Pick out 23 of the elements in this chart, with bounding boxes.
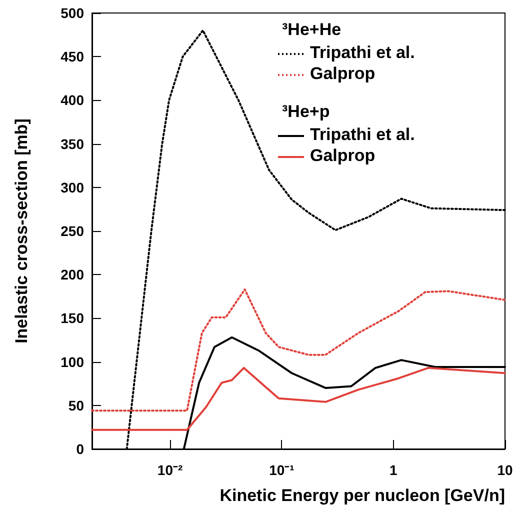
x-tick-label: 10⁻¹ (269, 462, 295, 478)
y-tick-label: 300 (60, 179, 84, 196)
x-axis-title: Kinetic Energy per nucleon [GeV/n] (220, 486, 505, 505)
y-tick-label: 400 (60, 92, 84, 108)
y-tick-label: 450 (60, 48, 84, 65)
legend-label: Tripathi et al. (310, 125, 415, 144)
y-tick-label: 50 (68, 397, 84, 414)
y-tick-label: 150 (60, 310, 84, 326)
y-tick-label: 250 (60, 223, 84, 239)
y-tick-label: 0 (76, 441, 84, 457)
y-tick-label: 500 (60, 5, 84, 21)
x-tick-label: 10 (497, 462, 513, 478)
y-tick-label: 350 (60, 136, 84, 152)
y-tick-label: 200 (60, 266, 84, 283)
legend-label: Galprop (310, 146, 376, 165)
legend-label: Galprop (310, 64, 376, 83)
annotation: ³He+He (282, 20, 342, 39)
x-tick-label: 1 (389, 462, 398, 478)
annotation: ³He+p (282, 102, 330, 121)
y-tick-label: 100 (60, 354, 84, 370)
x-tick-label: 10⁻² (157, 462, 183, 478)
legend-label: Tripathi et al. (310, 43, 415, 62)
y-axis-title: Inelastic cross-section [mb] (12, 118, 31, 344)
